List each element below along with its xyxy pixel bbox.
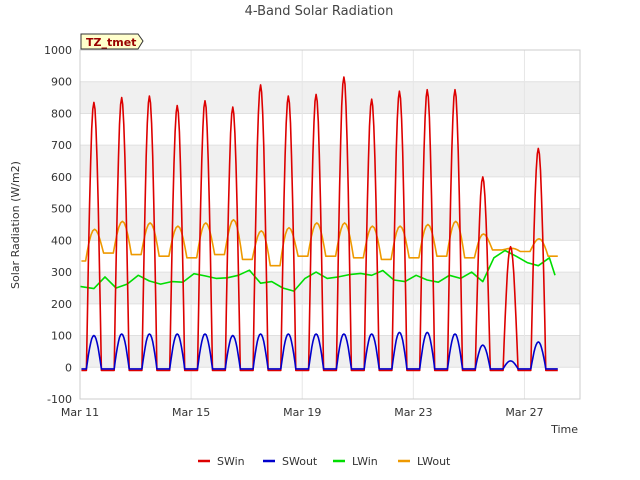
y-tick-label: 700: [51, 139, 72, 152]
legend-item-lwout: LWout: [398, 455, 451, 468]
x-tick-labels: Mar 11 Mar 15 Mar 19 Mar 23 Mar 27: [61, 406, 544, 419]
y-tick-label: 900: [51, 76, 72, 89]
y-tick-label: -100: [47, 393, 72, 406]
grid-band: [80, 303, 580, 336]
x-tick-label: Mar 11: [61, 406, 99, 419]
x-tick-label: Mar 23: [394, 406, 432, 419]
y-tick-label: 100: [51, 330, 72, 343]
grid-band: [80, 50, 580, 82]
legend-label: LWin: [352, 455, 378, 468]
legend-label: LWout: [417, 455, 451, 468]
y-tick-label: 600: [51, 171, 72, 184]
y-tick-label: 1000: [44, 44, 72, 57]
y-tick-label: 200: [51, 298, 72, 311]
grid-band: [80, 335, 580, 368]
station-badge-label: TZ_tmet: [86, 36, 136, 49]
legend-item-swout: SWout: [263, 455, 318, 468]
y-axis-title: Solar Radiation (W/m2): [9, 161, 22, 289]
axes: [79, 49, 581, 400]
x-axis-title: Time: [550, 423, 578, 436]
series-line-swin: [81, 76, 558, 372]
legend: SWin SWout LWin LWout: [198, 455, 451, 468]
grid-band: [80, 176, 580, 209]
x-tick-label: Mar 15: [172, 406, 210, 419]
station-badge: TZ_tmet: [80, 33, 144, 50]
series-layer: [79, 76, 558, 372]
series-line-swout: [81, 331, 558, 370]
grid-band: [80, 208, 580, 241]
legend-item-lwin: LWin: [333, 455, 378, 468]
grid-band: [80, 113, 580, 146]
y-tick-label: 400: [51, 234, 72, 247]
y-tick-labels: -100 0 100 200 300 400 500 600 700 800 900 1000: [44, 44, 72, 406]
legend-label: SWin: [217, 455, 245, 468]
grid-band: [80, 81, 580, 114]
y-tick-label: 800: [51, 107, 72, 120]
plot-frame: [79, 49, 581, 400]
legend-label: SWout: [282, 455, 318, 468]
station-badge-box: [80, 33, 144, 50]
legend-item-swin: SWin: [198, 455, 245, 468]
x-tick-label: Mar 19: [283, 406, 321, 419]
series-line-lwout: [81, 218, 558, 267]
x-tick-label: Mar 27: [505, 406, 543, 419]
y-tick-label: 300: [51, 266, 72, 279]
grid-band: [80, 145, 580, 177]
y-tick-label: 500: [51, 203, 72, 216]
y-tick-label: 0: [65, 361, 72, 374]
chart-title: 4-Band Solar Radiation: [245, 4, 394, 19]
grid-band: [80, 367, 580, 399]
